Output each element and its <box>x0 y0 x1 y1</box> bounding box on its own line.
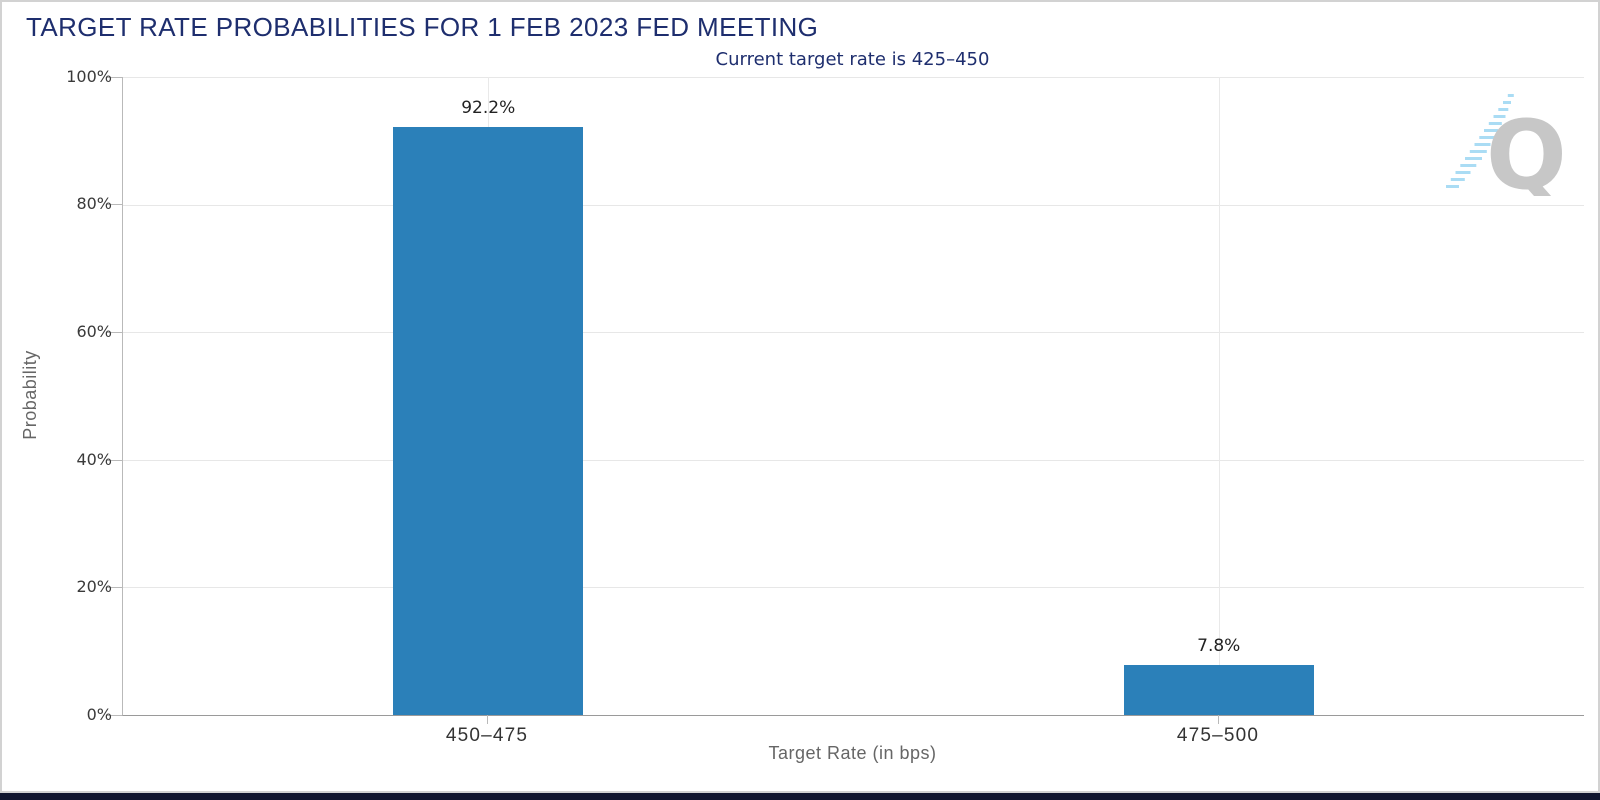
gridline-h-80 <box>123 204 1584 206</box>
footer-accent-bar <box>0 793 1600 800</box>
x-axis-title: Target Rate (in bps) <box>768 743 937 763</box>
y-tick-label-80: 80% <box>76 194 112 213</box>
plot-area: 92.2% 7.8% <box>122 77 1584 716</box>
y-tick-label-40: 40% <box>76 450 112 469</box>
y-tick-100 <box>107 77 122 78</box>
y-tick-60 <box>107 332 122 333</box>
bar-label-1: 7.8% <box>1197 636 1241 657</box>
logo-slope-dashes <box>1446 94 1514 188</box>
gridline-h-100 <box>123 77 1584 78</box>
y-tick-label-60: 60% <box>76 322 112 341</box>
y-tick-0 <box>107 715 122 716</box>
y-tick-80 <box>107 204 122 205</box>
gridline-h-20 <box>123 587 1584 589</box>
q-logo-letter: Q <box>1486 101 1567 196</box>
y-tick-label-0: 0% <box>86 705 112 724</box>
x-tick-cat2 <box>1218 715 1219 724</box>
bar-1[interactable] <box>1123 665 1314 715</box>
x-tick-label-cat2: 475–500 <box>1176 725 1260 746</box>
chart-title: TARGET RATE PROBABILITIES FOR 1 FEB 2023… <box>26 12 819 42</box>
bar-label-0: 92.2% <box>461 97 516 118</box>
gridline-h-40 <box>123 459 1584 461</box>
quandl-logo: Q <box>1446 94 1567 196</box>
y-tick-20 <box>107 587 122 588</box>
gridline-h-60 <box>123 332 1584 334</box>
y-tick-40 <box>107 460 122 461</box>
chart-subtitle: Current target rate is 425–450 <box>715 49 990 70</box>
y-tick-label-20: 20% <box>76 577 112 596</box>
y-axis-title: Probability <box>20 350 40 440</box>
y-tick-label-100: 100% <box>66 67 112 86</box>
gridline-v-cat2 <box>1218 77 1220 715</box>
x-tick-cat1 <box>487 715 488 724</box>
bar-0[interactable] <box>393 126 584 715</box>
x-tick-label-cat1: 450–475 <box>445 725 529 746</box>
